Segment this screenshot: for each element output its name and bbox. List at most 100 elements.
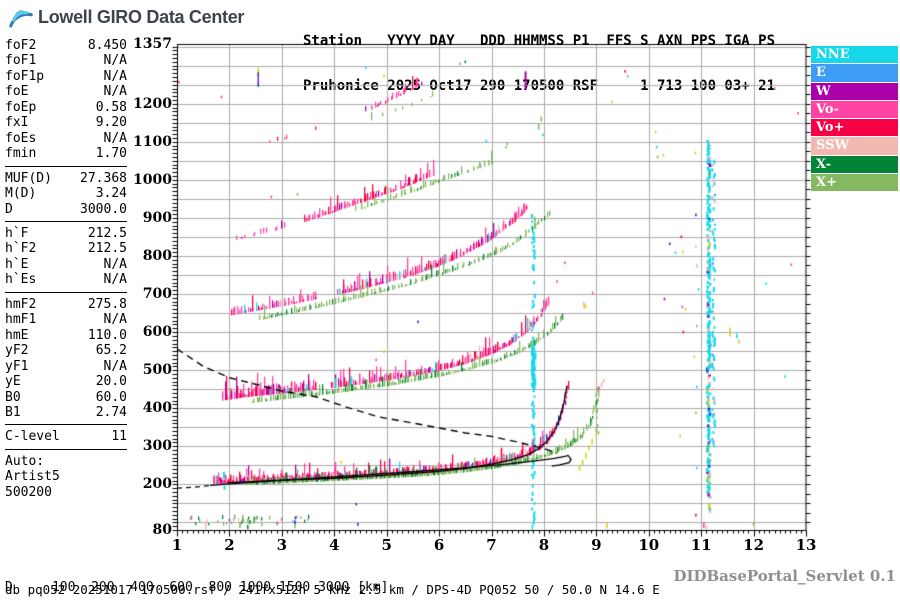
param-label: hmF2 (5, 296, 37, 312)
param-row-b0: B0 60.0 (5, 390, 127, 405)
ionogram-canvas (167, 34, 817, 546)
param-row-ye: yE 20.0 (5, 374, 127, 389)
param-value: N/A (103, 68, 127, 84)
param-row-fof1: foF1 N/A (5, 53, 127, 68)
y-tick-label: 1200 (133, 95, 172, 112)
param-row-hes: h`Es N/A (5, 272, 127, 287)
x-tick-label: 6 (433, 536, 445, 554)
x-tick-label: 9 (591, 536, 602, 554)
y-tick-label: 400 (142, 400, 172, 417)
scaled-parameters-panel: foF2 8.450 foF1 N/A foF1p N/A foE N/A foEp 0.58 fx… (5, 38, 127, 500)
y-tick-label: 1000 (133, 171, 172, 188)
param-value: 1.70 (95, 146, 127, 162)
param-row-d: D 3000.0 (5, 202, 127, 217)
param-row-clevel: C-level 11 (5, 429, 127, 444)
param-row-hmf2: hmF2 275.8 (5, 297, 127, 312)
param-label: B0 (5, 389, 21, 405)
param-label: foF2 (5, 38, 37, 53)
y-tick-label: 80 (152, 522, 172, 538)
param-label: foEp (5, 99, 37, 115)
param-row-mufd: MUF(D) 27.368 (5, 171, 127, 186)
record-info-footer: db pq052 20251017 170500.rsf / 241fx512h… (5, 582, 660, 597)
param-label: D (5, 201, 13, 217)
param-label: h`F2 (5, 241, 37, 257)
param-value: 11 (111, 429, 127, 445)
legend-item-ssw: SSW (811, 137, 898, 155)
param-label: hmF1 (5, 312, 37, 328)
giro-wave-icon (9, 9, 33, 28)
param-row-hf2: h`F2 212.5 (5, 241, 127, 256)
y-tick-label: 200 (142, 476, 172, 493)
param-label: foEs (5, 130, 37, 146)
param-value: N/A (103, 312, 127, 328)
param-row-hmf1: hmF1 N/A (5, 312, 127, 327)
param-label: yF1 (5, 358, 29, 374)
legend-item-vo: Vo+ (811, 119, 898, 137)
x-tick-label: 8 (538, 536, 550, 554)
param-label: foF1 (5, 53, 37, 69)
legend-item-vo: Vo- (811, 100, 898, 119)
x-tick-label: 5 (381, 536, 392, 554)
param-label: foE (5, 84, 29, 100)
param-row-md: M(D) 3.24 (5, 186, 127, 201)
y-tick-label: 300 (142, 438, 172, 455)
param-row-yf2: yF2 65.2 (5, 343, 127, 358)
param-row-hf: h`F 212.5 (5, 226, 127, 241)
param-value: 212.5 (87, 241, 127, 257)
autoscaler-line: 500200 (5, 484, 52, 500)
param-value: N/A (103, 272, 127, 288)
param-value: N/A (103, 130, 127, 146)
param-separator (5, 220, 127, 222)
param-value: 3000.0 (80, 201, 127, 217)
d-row: D 100 200 400 600 800 1000 1500 3000 [km… (5, 580, 389, 595)
param-label: B1 (5, 404, 21, 420)
param-label: C-level (5, 429, 60, 445)
legend-item-w: W (811, 82, 898, 100)
param-separator (5, 424, 127, 426)
param-value: 60.0 (95, 389, 127, 405)
x-tick-label: 3 (276, 536, 288, 554)
param-row-he: h`E N/A (5, 257, 127, 272)
param-label: h`F (5, 225, 29, 241)
param-row-fmin: fmin 1.70 (5, 146, 127, 161)
y-tick-label: 800 (142, 247, 172, 264)
dmuf-table: D 100 200 400 600 800 1000 1500 3000 [km… (5, 552, 396, 600)
legend-item-x: X+ (811, 174, 898, 192)
param-value: 110.0 (87, 327, 127, 343)
param-label: yE (5, 374, 21, 390)
autoscaler-line: Auto: (5, 453, 45, 469)
y-tick-label: 500 (142, 362, 172, 379)
y-tick-label: 900 (142, 209, 172, 226)
x-tick-label: 7 (486, 536, 497, 554)
y-tick-label: 1357 (133, 36, 172, 52)
param-value: N/A (103, 358, 127, 374)
param-value: 9.20 (95, 115, 127, 131)
y-tick-label: 1100 (133, 133, 172, 150)
param-label: hmE (5, 327, 29, 343)
x-tick-label: 2 (224, 536, 235, 554)
x-tick-label: 4 (329, 536, 340, 554)
x-tick-label: 11 (690, 536, 712, 554)
y-tick-label: 600 (142, 324, 172, 341)
param-separator (5, 165, 127, 167)
param-separator (5, 448, 127, 450)
legend-item-nne: NNE (811, 46, 898, 64)
param-value: N/A (103, 84, 127, 100)
y-tick-label: 700 (142, 286, 172, 303)
param-row-fof1p: foF1p N/A (5, 69, 127, 84)
param-value: 3.24 (95, 186, 127, 202)
x-tick-label: 1 (171, 536, 183, 554)
autoscaler-line: Artist5 (5, 469, 60, 485)
param-label: h`Es (5, 272, 37, 288)
param-label: h`E (5, 256, 29, 272)
param-value: 212.5 (87, 225, 127, 241)
param-label: MUF(D) (5, 170, 52, 186)
param-label: fmin (5, 146, 37, 162)
param-value: 20.0 (95, 374, 127, 390)
param-row-fxi: fxI 9.20 (5, 115, 127, 130)
param-label: yF2 (5, 343, 29, 359)
param-row-fof2: foF2 8.450 (5, 38, 127, 53)
param-label: foF1p (5, 68, 45, 84)
param-value: 275.8 (87, 296, 127, 312)
